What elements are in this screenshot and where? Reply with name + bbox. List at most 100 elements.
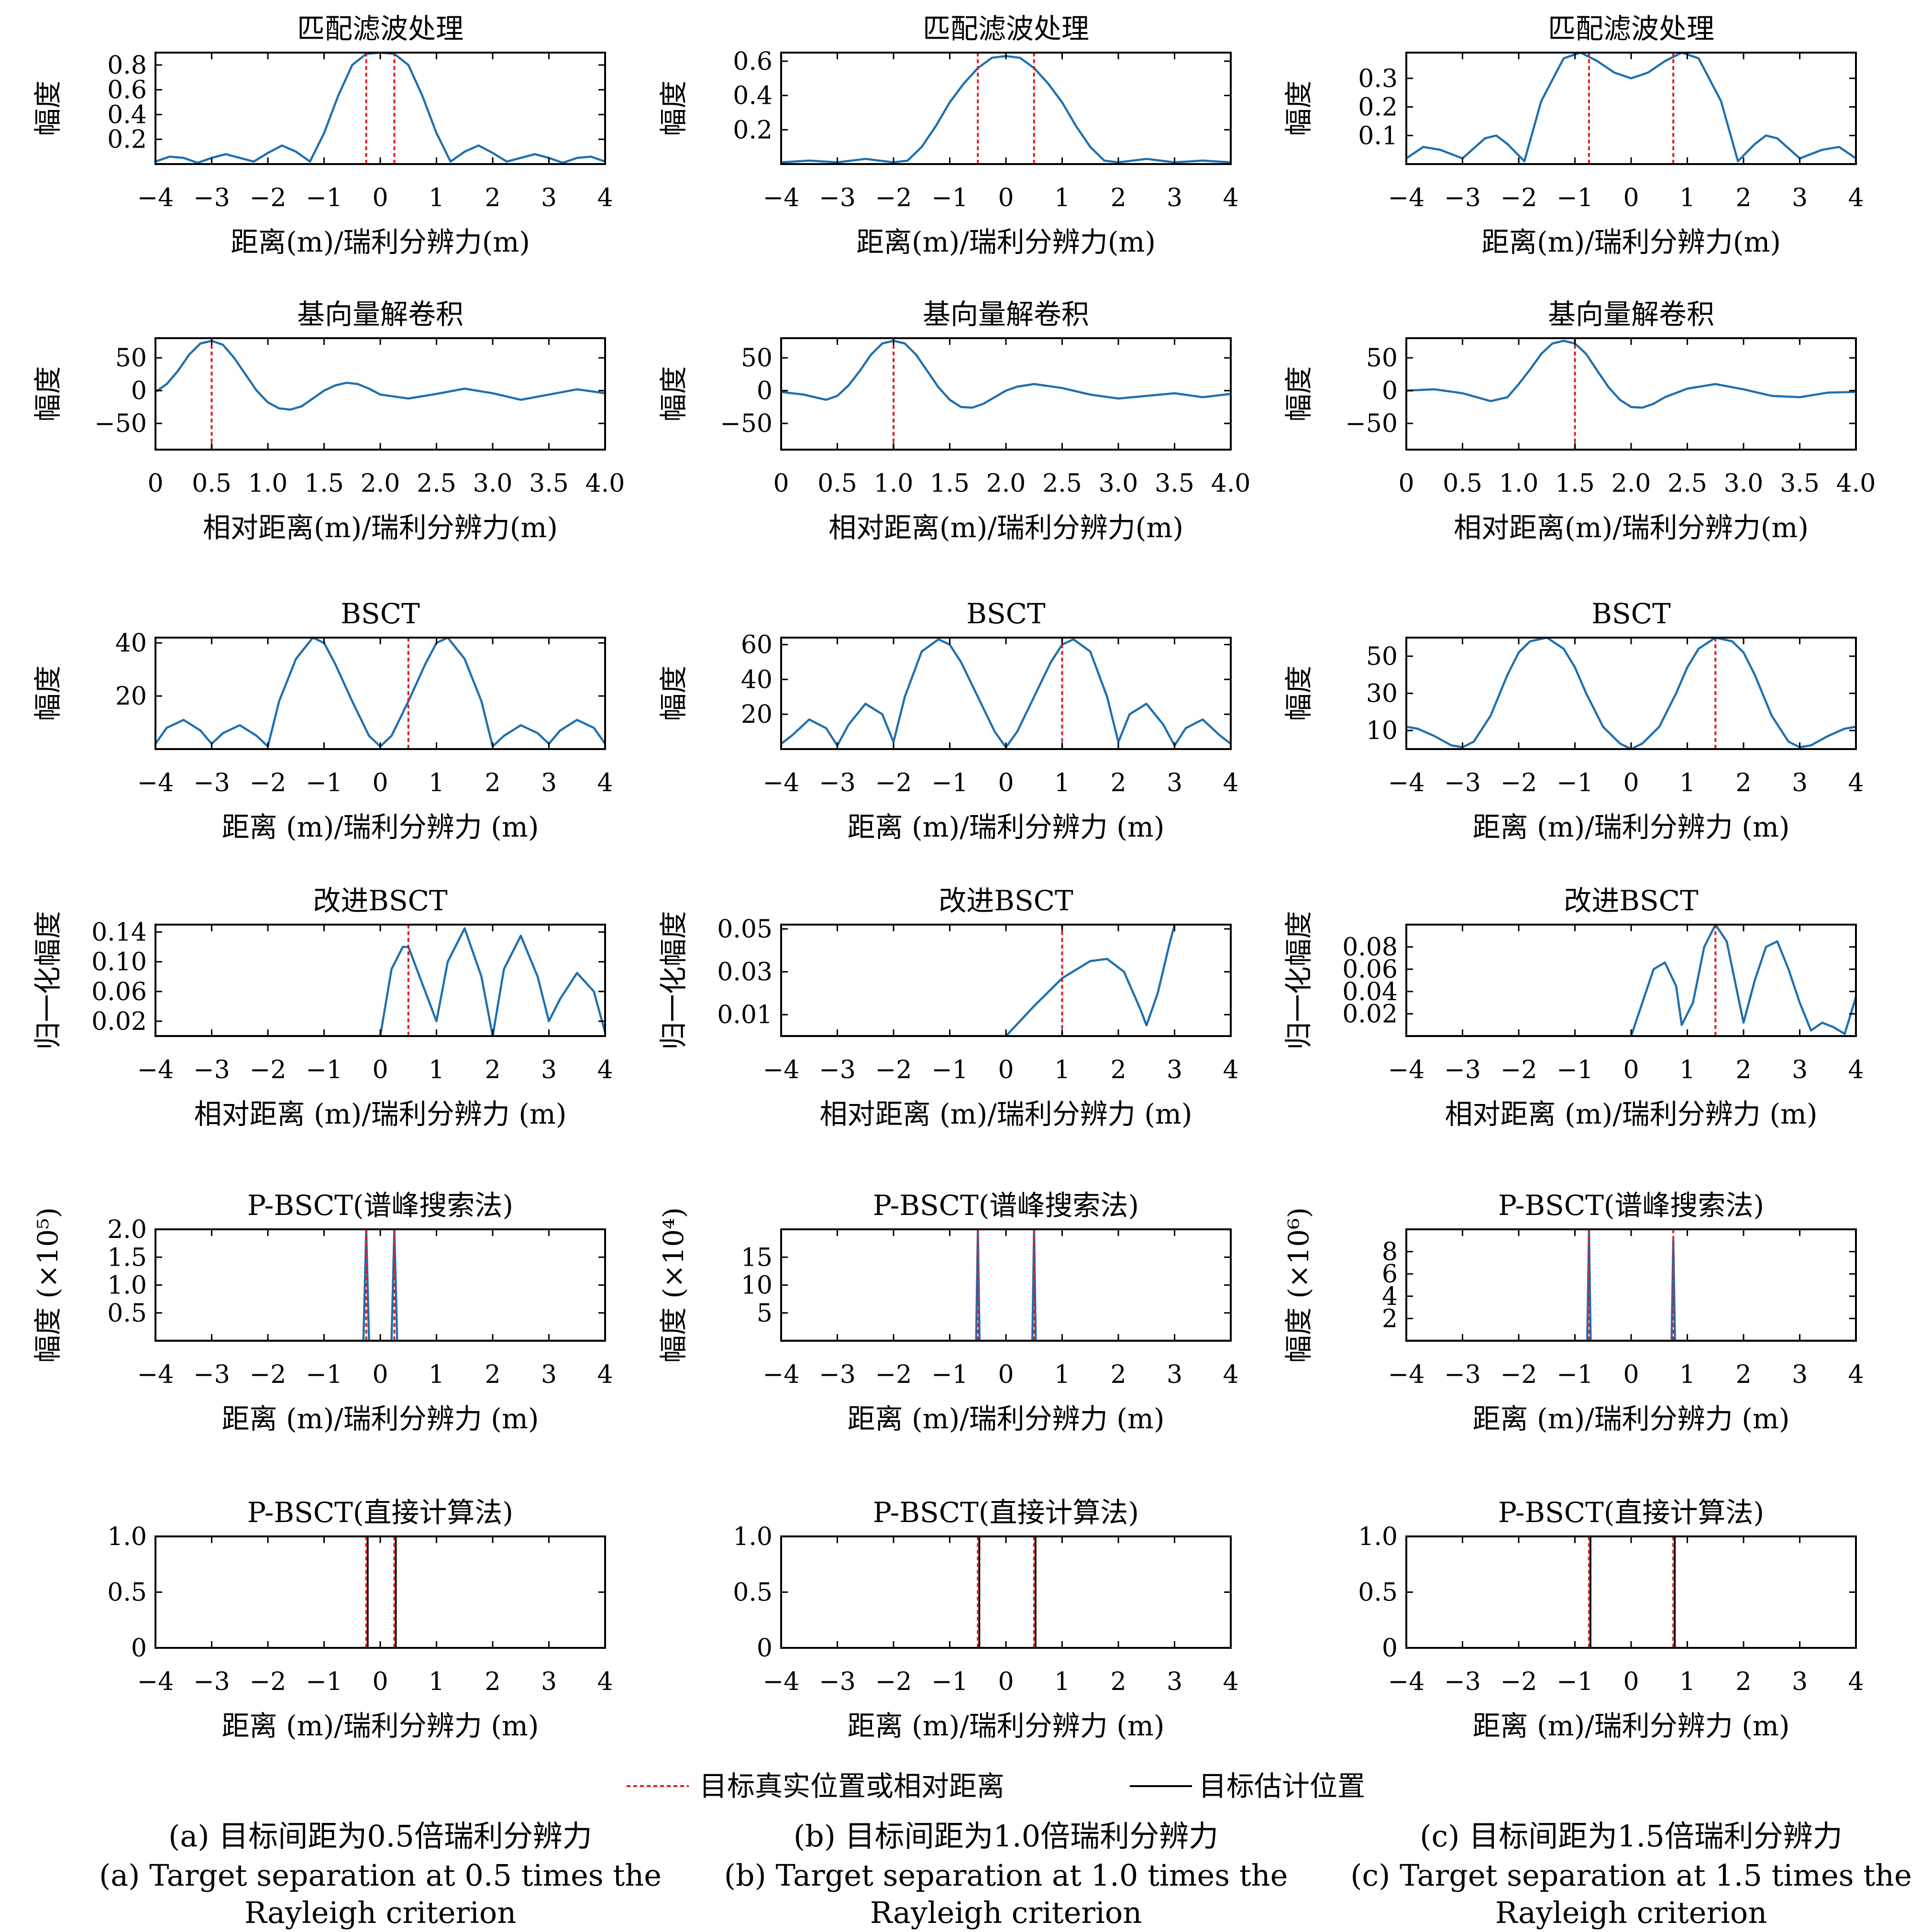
y-tick-label: 50: [1366, 642, 1398, 671]
x-tick-label: 4.0: [1211, 469, 1251, 498]
x-tick-label: 3: [541, 1056, 557, 1084]
caption-en-line1: (c) Target separation at 1.5 times the: [1350, 1858, 1912, 1893]
x-tick-label: 3.5: [1780, 469, 1820, 498]
amplitude-curve: [781, 55, 1231, 164]
subplot-title: BSCT: [341, 597, 420, 630]
x-tick-label: 0.5: [192, 469, 232, 498]
subplot-r4-c2: 改进BSCT −4 −3 −2 −1 0 1 2 3 4 0.01 0.03 0.05 相对距离 (m)/…: [657, 884, 1239, 1130]
amplitude-curve: [155, 53, 605, 164]
y-axis-label: 幅度 (×10⁶): [1282, 1207, 1315, 1363]
y-tick-label: 0.02: [91, 1007, 147, 1036]
x-tick-label: −3: [819, 1360, 856, 1389]
x-axis-label: 距离 (m)/瑞利分辨力 (m): [222, 811, 539, 843]
x-tick-label: −1: [306, 1056, 342, 1084]
x-tick-label: 2: [1110, 1360, 1126, 1389]
x-tick-label: −4: [763, 1056, 800, 1084]
x-tick-label: 0: [1623, 184, 1639, 212]
x-tick-label: 4: [1848, 1667, 1864, 1696]
x-tick-label: 0: [1398, 469, 1414, 498]
caption-cn: (b) 目标间距为1.0倍瑞利分辨力: [794, 1819, 1218, 1854]
x-tick-label: −2: [250, 1360, 287, 1389]
y-tick-label: 0.6: [107, 76, 147, 105]
x-tick-label: −3: [1444, 1056, 1481, 1084]
x-tick-label: 4: [597, 1056, 613, 1084]
subplot-title: 基向量解卷积: [1548, 298, 1714, 331]
subplot-title: BSCT: [1591, 597, 1671, 630]
legend-true-position-label: 目标真实位置或相对距离: [699, 1770, 1005, 1802]
x-tick-label: −1: [306, 184, 342, 212]
y-tick-label: 0.04: [1342, 978, 1398, 1006]
x-tick-label: 0: [1623, 1667, 1639, 1696]
x-tick-label: 2.0: [986, 469, 1026, 498]
x-tick-label: 1: [1679, 1056, 1695, 1084]
x-tick-label: −3: [1444, 1667, 1481, 1696]
y-tick-label: 0.5: [107, 1579, 147, 1607]
x-tick-label: −2: [1501, 1360, 1537, 1389]
x-tick-label: −2: [250, 769, 287, 797]
amplitude-curve: [155, 638, 605, 748]
x-tick-label: 0: [147, 469, 163, 498]
x-tick-label: −3: [1444, 184, 1481, 212]
plot-frame: [1405, 924, 1857, 1037]
y-tick-label: 0.2: [107, 125, 147, 154]
subplot-r2-c3: 基向量解卷积 0 0.5 1.0 1.5 2.0 2.5 3.0 3.5 4.0 −50 0 50 相对距…: [1282, 298, 1876, 544]
x-tick-label: 4.0: [1836, 469, 1876, 498]
x-tick-label: 3.0: [1099, 469, 1138, 498]
y-tick-label: −50: [1345, 409, 1398, 438]
x-tick-label: 1: [1679, 1667, 1695, 1696]
x-tick-label: −2: [250, 1056, 287, 1084]
y-tick-label: 40: [741, 665, 773, 694]
subplot-r2-c1: 基向量解卷积 0 0.5 1.0 1.5 2.0 2.5 3.0 3.5 4.0 −50 0 50 相对距…: [32, 298, 625, 544]
y-tick-label: 0.3: [1358, 65, 1398, 93]
x-tick-label: −4: [1388, 1360, 1425, 1389]
y-tick-label: 0.4: [733, 82, 773, 110]
x-axis-label: 距离 (m)/瑞利分辨力 (m): [1473, 1710, 1790, 1742]
x-tick-label: 2: [485, 1667, 500, 1696]
x-tick-label: 0: [1623, 769, 1639, 797]
caption-en-line2: Rayleigh criterion: [1495, 1895, 1767, 1930]
x-tick-label: 1.5: [304, 469, 344, 498]
y-tick-label: 10: [741, 1271, 773, 1300]
x-tick-label: 2.5: [1042, 469, 1082, 498]
x-tick-label: −2: [875, 1667, 912, 1696]
y-tick-label: 0.1: [1358, 121, 1398, 150]
y-tick-label: −50: [94, 409, 147, 438]
x-tick-label: 4: [1848, 184, 1864, 212]
x-axis-label: 距离 (m)/瑞利分辨力 (m): [848, 1710, 1165, 1742]
x-tick-label: −1: [931, 184, 968, 212]
x-tick-label: 2: [485, 184, 500, 212]
y-tick-label: 0.5: [107, 1299, 147, 1328]
x-tick-label: 0: [998, 184, 1014, 212]
plot-frame: [780, 52, 1232, 165]
y-tick-label: 4: [1382, 1282, 1398, 1311]
x-tick-label: −4: [763, 769, 800, 797]
x-axis-label: 距离 (m)/瑞利分辨力 (m): [1473, 811, 1790, 843]
y-tick-label: 2: [1382, 1304, 1398, 1333]
y-tick-label: 0.2: [1358, 93, 1398, 122]
plot-frame: [155, 1228, 606, 1342]
amplitude-curve: [1406, 925, 1856, 1036]
x-tick-label: 2: [1110, 1056, 1126, 1084]
x-tick-label: −3: [193, 1667, 230, 1696]
x-tick-label: −2: [1501, 1667, 1537, 1696]
y-axis-label: 幅度 (×10⁴): [657, 1207, 690, 1363]
x-tick-label: 3.5: [1155, 469, 1194, 498]
subplot-title: P-BSCT(谱峰搜索法): [873, 1189, 1139, 1222]
x-tick-label: 0: [372, 1056, 388, 1084]
x-tick-label: 1: [1054, 1667, 1070, 1696]
y-axis-label: 归一化幅度: [32, 911, 64, 1049]
y-axis-label: 幅度: [1282, 366, 1315, 421]
y-axis-label: 幅度: [1282, 80, 1315, 136]
x-tick-label: 0: [1623, 1360, 1639, 1389]
x-tick-label: 2: [485, 1360, 500, 1389]
x-tick-label: 0: [372, 1360, 388, 1389]
y-tick-label: 0.01: [717, 1001, 773, 1029]
x-tick-label: −1: [306, 1667, 342, 1696]
y-tick-label: 0.6: [733, 47, 773, 76]
x-tick-label: 2: [1735, 1360, 1751, 1389]
x-tick-label: 2: [1735, 1667, 1751, 1696]
x-tick-label: 3.0: [1724, 469, 1764, 498]
x-tick-label: 3: [1792, 184, 1808, 212]
y-tick-label: 0: [1382, 377, 1398, 406]
